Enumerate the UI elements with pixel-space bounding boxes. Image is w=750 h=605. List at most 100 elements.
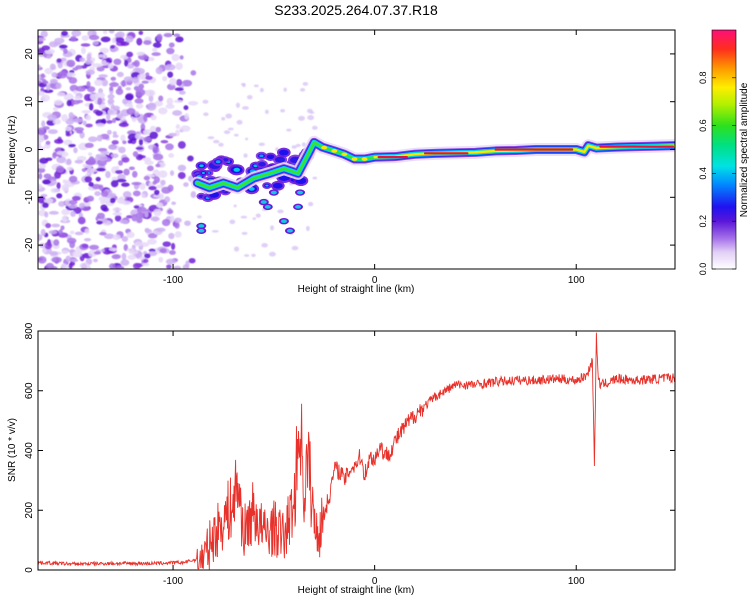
spectrogram-heatmap (38, 30, 675, 269)
noise-speckle (110, 45, 115, 49)
noise-speckle (74, 127, 85, 132)
noise-speckle (173, 99, 184, 103)
transition-blob-core (259, 154, 264, 158)
snr-xtick-label: 100 (568, 576, 585, 587)
noise-speckle-faint (308, 201, 314, 207)
noise-speckle-faint (255, 213, 261, 218)
noise-speckle (126, 51, 134, 58)
noise-speckle (156, 33, 163, 42)
snr-xtick-label: 0 (372, 576, 378, 587)
noise-speckle (38, 145, 46, 151)
noise-speckle-faint (299, 87, 306, 92)
noise-speckle (125, 94, 134, 101)
noise-speckle (121, 200, 132, 206)
noise-speckle (56, 193, 63, 199)
branch-blob-core (286, 228, 293, 233)
noise-speckle (112, 234, 121, 241)
noise-speckle (108, 263, 116, 269)
noise-speckle (121, 156, 130, 163)
noise-speckle (177, 141, 186, 149)
noise-speckle (38, 129, 46, 136)
noise-speckle (135, 88, 146, 97)
branch-blob-core (198, 228, 205, 233)
spectrogram-ylabel: Frequency (Hz) (7, 116, 18, 185)
snr-ytick-label: 600 (24, 382, 35, 399)
noise-speckle (131, 181, 142, 186)
noise-speckle (84, 176, 93, 183)
noise-speckle (76, 130, 83, 134)
noise-speckle (75, 65, 83, 70)
noise-speckle (113, 58, 122, 66)
noise-speckle (138, 138, 144, 146)
noise-speckle-faint (203, 112, 209, 117)
transition-blob-core (201, 172, 205, 174)
noise-speckle (141, 193, 146, 199)
noise-speckle (143, 258, 149, 264)
noise-speckle-faint (212, 139, 220, 144)
noise-speckle (52, 106, 59, 111)
noise-speckle-faint (246, 95, 253, 100)
noise-speckle (116, 31, 125, 38)
noise-speckle (81, 35, 89, 41)
noise-speckle (177, 164, 187, 172)
noise-speckle (120, 259, 130, 266)
ridge-dot (341, 152, 348, 157)
noise-speckle (56, 147, 62, 153)
noise-speckle (65, 72, 76, 77)
noise-speckle (96, 220, 104, 225)
noise-speckle (152, 146, 160, 154)
noise-speckle (120, 134, 126, 142)
noise-speckle (63, 139, 73, 146)
noise-speckle (182, 264, 190, 269)
noise-speckle-faint (312, 125, 318, 130)
noise-speckle (155, 184, 165, 189)
noise-speckle (115, 165, 120, 171)
colorbar: 0.0 0.2 0.4 0.6 0.8 Normalized spectral ampl… (698, 29, 750, 275)
noise-speckle (132, 151, 139, 158)
noise-speckle (94, 191, 101, 197)
noise-speckle (84, 228, 90, 234)
noise-speckle (126, 215, 133, 219)
noise-speckle (71, 195, 81, 201)
colorbar-ticks: 0.0 0.2 0.4 0.6 0.8 (698, 72, 736, 275)
noise-speckle (127, 57, 132, 64)
noise-speckle (174, 222, 180, 229)
noise-speckle (95, 110, 104, 116)
noise-speckle (134, 98, 144, 104)
noise-speckle (143, 136, 152, 143)
noise-speckle (91, 183, 101, 190)
noise-speckle (125, 35, 134, 43)
noise-speckle (45, 222, 52, 229)
noise-speckle (148, 251, 157, 257)
noise-speckle (57, 61, 63, 69)
noise-speckle (102, 30, 108, 35)
noise-speckle (70, 258, 79, 263)
noise-speckle (109, 82, 119, 88)
noise-speckle (156, 202, 164, 209)
branch-blob-core (297, 190, 304, 195)
noise-speckle (88, 103, 94, 111)
noise-speckle (73, 90, 78, 95)
noise-speckle (111, 254, 121, 260)
noise-speckle-faint (218, 142, 224, 147)
spectrogram-ytick-label: 0 (24, 146, 35, 152)
noise-speckle (132, 262, 142, 269)
transition-blob-mid (272, 182, 283, 189)
noise-speckle (43, 89, 54, 94)
noise-speckle (51, 256, 62, 263)
noise-speckle (109, 197, 116, 204)
snr-ytick-label: 200 (24, 501, 35, 518)
noise-speckle (84, 142, 94, 149)
noise-speckle (72, 250, 83, 258)
noise-speckle (116, 71, 124, 78)
noise-speckle (150, 114, 157, 121)
noise-speckle (71, 114, 76, 118)
chart-title: S233.2025.264.07.37.R18 (274, 2, 438, 18)
noise-speckle (46, 84, 51, 91)
noise-speckle (97, 147, 108, 152)
spectrogram-noise (38, 30, 318, 269)
noise-speckle (62, 216, 67, 223)
noise-speckle (174, 231, 182, 238)
noise-speckle (105, 57, 110, 63)
noise-speckle (126, 108, 136, 115)
